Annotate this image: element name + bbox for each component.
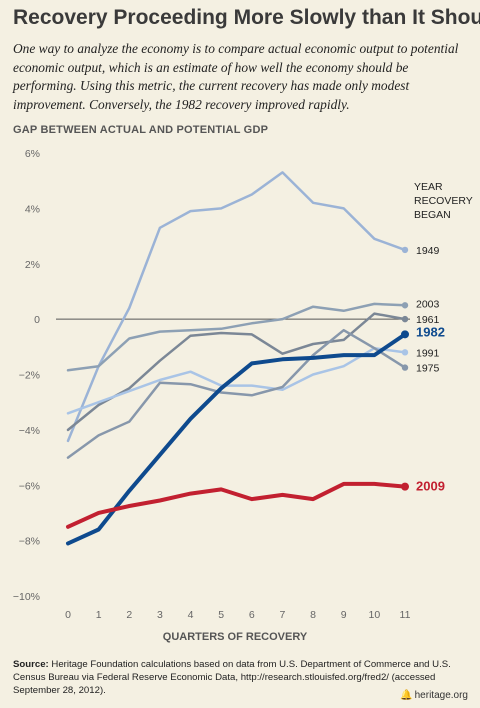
x-axis-title: QUARTERS OF RECOVERY — [163, 631, 308, 643]
y-tick-label: −10% — [13, 591, 40, 603]
y-tick-label: −6% — [19, 480, 40, 492]
series-label-1982: 1982 — [416, 324, 445, 339]
x-tick-label: 9 — [341, 609, 347, 621]
legend-title: YEAR RECOVERY BEGAN — [414, 180, 473, 222]
x-tick-label: 11 — [400, 609, 411, 621]
y-tick-label: −8% — [19, 536, 40, 548]
y-tick-label: −4% — [19, 425, 40, 437]
series-label-1991: 1991 — [416, 347, 440, 359]
series-endpoint-2009 — [401, 482, 409, 491]
series-line-1982 — [66, 332, 407, 546]
series-endpoint-1991 — [401, 349, 409, 356]
y-tick-label: 4% — [25, 203, 40, 215]
source-label: Source: — [13, 659, 49, 670]
legend-title-line: YEAR — [414, 181, 443, 193]
source-text: Heritage Foundation calculations based o… — [13, 659, 451, 696]
series-line-1961 — [66, 312, 407, 432]
x-tick-label: 0 — [65, 609, 71, 621]
series-line-2003 — [66, 302, 407, 372]
legend-title-line: RECOVERY — [414, 195, 473, 207]
x-tick-label: 4 — [188, 609, 194, 621]
x-tick-label: 1 — [96, 609, 102, 621]
series-label-1949: 1949 — [416, 245, 440, 257]
series-label-1975: 1975 — [416, 363, 440, 375]
x-tick-label: 8 — [310, 609, 316, 621]
series-endpoint-1982 — [401, 330, 409, 339]
brand[interactable]: 🔔 heritage.org — [400, 690, 468, 701]
x-tick-label: 3 — [157, 609, 163, 621]
source-note: Source: Heritage Foundation calculations… — [13, 658, 468, 697]
series-line-1975 — [66, 328, 407, 459]
chart-title: Recovery Proceeding More Slowly than It … — [13, 6, 480, 29]
chart-subtitle: One way to analyze the economy is to com… — [13, 41, 459, 112]
x-tick-label: 6 — [249, 609, 255, 621]
x-tick-label: 10 — [369, 609, 381, 621]
series-endpoint-1961 — [401, 315, 409, 323]
series-endpoint-1975 — [401, 364, 409, 371]
y-tick-label: −2% — [19, 370, 40, 382]
y-tick-label: 2% — [25, 259, 40, 271]
series-line-2009 — [66, 481, 407, 529]
series-line-1991 — [66, 346, 407, 415]
series-endpoint-2003 — [401, 302, 409, 309]
y-tick-label: 6% — [25, 148, 40, 160]
x-tick-label: 2 — [126, 609, 132, 621]
series-line-1949 — [66, 171, 407, 443]
series-label-1961: 1961 — [416, 314, 440, 326]
legend-title-line: BEGAN — [414, 209, 451, 221]
y-tick-label: 0 — [34, 314, 40, 326]
series-endpoint-1949 — [401, 246, 409, 254]
x-tick-label: 7 — [280, 609, 286, 621]
liberty-bell-icon: 🔔 — [400, 690, 413, 701]
series-label-2009: 2009 — [416, 479, 445, 494]
x-tick-label: 5 — [218, 609, 224, 621]
series-label-2003: 2003 — [416, 298, 440, 310]
y-axis-title: GAP BETWEEN ACTUAL AND POTENTIAL GDP — [13, 124, 269, 136]
brand-text: heritage.org — [414, 690, 468, 701]
